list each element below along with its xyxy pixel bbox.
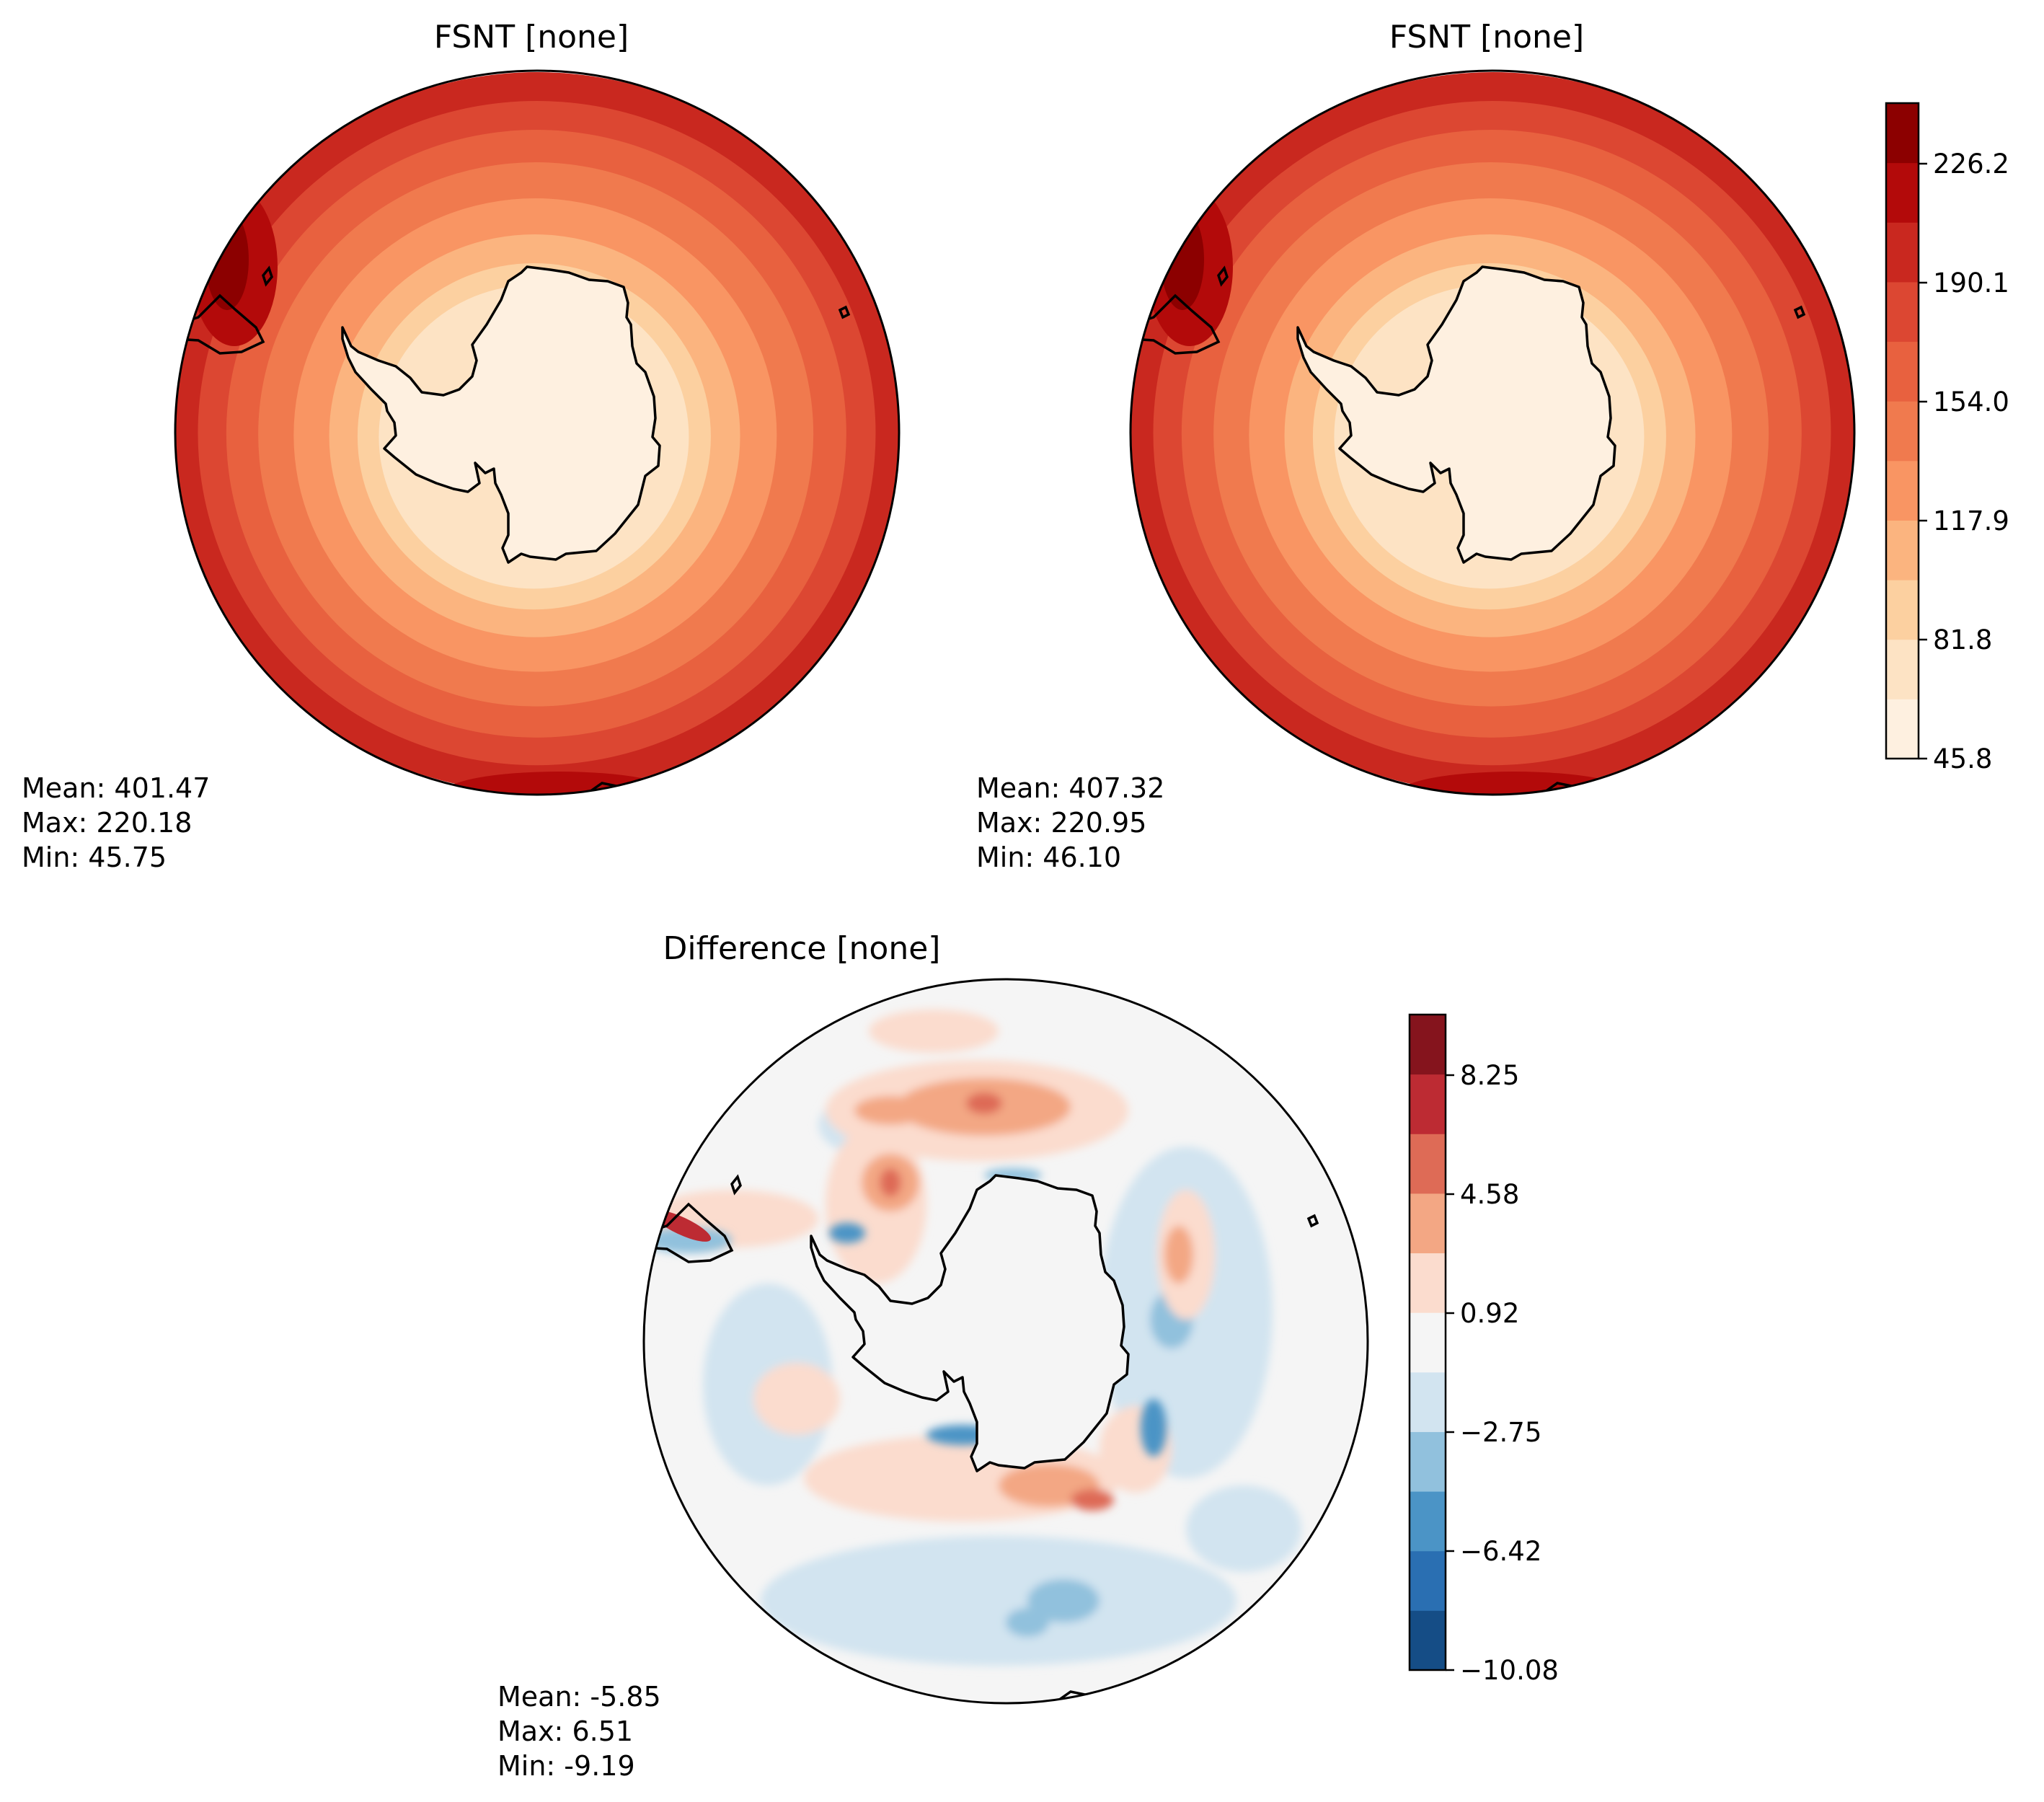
- antarctica-outline: [810, 1174, 1130, 1472]
- colorbar-band: [1886, 341, 1919, 402]
- colorbar-band: [1886, 580, 1919, 640]
- colorbar-band: [1410, 1015, 1446, 1075]
- stats-block: Mean: -5.85 Max: 6.51 Min: -9.19: [497, 1681, 661, 1782]
- contour-band: [761, 1536, 1236, 1666]
- colorbar-tick-label: 190.1: [1933, 268, 2009, 299]
- colorbar-frame: [1408, 1013, 1447, 1671]
- map-boundary: [642, 978, 1369, 1705]
- colorbar-tick-label: 226.2: [1933, 149, 2009, 180]
- colorbar-band: [1886, 103, 1919, 164]
- colorbar-band: [1410, 1491, 1446, 1552]
- colorbar-tick-label: 154.0: [1933, 387, 2009, 418]
- colorbar-tick-label: 45.8: [1933, 743, 1992, 774]
- colorbar-tick-label: 4.58: [1460, 1179, 1519, 1210]
- contour-band: [880, 1168, 901, 1197]
- map-panel-test: FSNT [none] Mean: 401.47 Max: 220.18 Min…: [22, 19, 901, 873]
- map-panel-difference: Difference [none] Mean: -5.85 Max: 6.51 …: [497, 930, 1369, 1782]
- colorbar-tick-label: 117.9: [1933, 505, 2009, 536]
- contour-band: [1186, 1485, 1301, 1572]
- colorbar-band: [1410, 1134, 1446, 1194]
- colorbar-band: [1410, 1312, 1446, 1373]
- contour-band: [829, 1223, 865, 1243]
- map-panel-ref: FSNT [none] Mean: 407.32 Max: 220.95 Min…: [976, 19, 1856, 873]
- stat-max: Max: 6.51: [497, 1715, 633, 1747]
- contour-band: [1006, 1608, 1049, 1637]
- colorbar-band: [1410, 1253, 1446, 1313]
- colorbar-band: [1886, 401, 1919, 461]
- colorbar-band: [1410, 1610, 1446, 1671]
- colorbar-band: [1886, 460, 1919, 521]
- colorbar-difference: −10.08 −6.42 −2.75 0.92 4.58 8.25: [1408, 1013, 1559, 1686]
- colorbar-frame: [1885, 102, 1920, 760]
- panel-title: FSNT [none]: [1389, 19, 1584, 56]
- antarctica-outline: [341, 265, 661, 564]
- contour-band: [966, 1092, 1002, 1114]
- map-boundary: [174, 69, 901, 796]
- map-fill: [175, 72, 899, 795]
- antarctica-outline: [1296, 265, 1616, 564]
- colorbar-tick-label: 8.25: [1460, 1060, 1519, 1091]
- contour-band: [1141, 1399, 1167, 1457]
- contour-band: [1027, 1579, 1100, 1622]
- colorbar-band: [1886, 699, 1919, 759]
- map-boundary: [1129, 69, 1856, 796]
- colorbar-fsnt: 45.8 81.8 117.9 154.0 190.1 226.2: [1885, 102, 2009, 774]
- contour-band: [645, 1227, 732, 1253]
- stat-min: Min: 46.10: [976, 842, 1121, 873]
- south-america-outline: [175, 293, 265, 355]
- stats-block: Mean: 401.47 Max: 220.18 Min: 45.75: [22, 772, 210, 873]
- colorbar-bands: [1410, 1015, 1446, 1671]
- colorbar-band: [1886, 222, 1919, 283]
- stat-mean: Mean: -5.85: [497, 1681, 661, 1713]
- south-america-outline: [1131, 293, 1221, 355]
- colorbar-band: [1886, 520, 1919, 580]
- stat-min: Min: -9.19: [497, 1750, 635, 1782]
- colorbar-band: [1410, 1193, 1446, 1254]
- colorbar-band: [1410, 1074, 1446, 1134]
- stat-min: Min: 45.75: [22, 842, 167, 873]
- colorbar-ticks: 45.8 81.8 117.9 154.0 190.1 226.2: [1919, 149, 2009, 774]
- stat-mean: Mean: 407.32: [976, 772, 1164, 804]
- south-america-outline: [644, 1202, 734, 1263]
- contour-band: [1164, 1226, 1193, 1284]
- colorbar-tick-label: 0.92: [1460, 1298, 1519, 1329]
- map-fill: [644, 979, 1368, 1703]
- panel-title: Difference [none]: [663, 930, 941, 967]
- colorbar-band: [1410, 1550, 1446, 1611]
- contour-band: [753, 1363, 840, 1435]
- colorbar-band: [1886, 281, 1919, 343]
- colorbar-tick-label: −2.75: [1460, 1417, 1541, 1448]
- contour-band: [1071, 1489, 1114, 1511]
- colorbar-band: [1410, 1372, 1446, 1432]
- stat-max: Max: 220.18: [22, 807, 192, 839]
- colorbar-band: [1410, 1431, 1446, 1492]
- contour-band: [854, 1096, 926, 1125]
- colorbar-tick-label: −10.08: [1460, 1655, 1559, 1686]
- colorbar-band: [1886, 639, 1919, 699]
- colorbar-band: [1886, 162, 1919, 223]
- map-fill: [1131, 72, 1854, 795]
- colorbar-ticks: −10.08 −6.42 −2.75 0.92 4.58 8.25: [1446, 1060, 1559, 1686]
- colorbar-tick-label: 81.8: [1933, 624, 1992, 655]
- contour-band: [869, 1010, 999, 1053]
- panel-title: FSNT [none]: [434, 19, 629, 56]
- colorbar-tick-label: −6.42: [1460, 1536, 1541, 1567]
- stat-mean: Mean: 401.47: [22, 772, 210, 804]
- colorbar-bands: [1886, 103, 1919, 759]
- stats-block: Mean: 407.32 Max: 220.95 Min: 46.10: [976, 772, 1164, 873]
- stat-max: Max: 220.95: [976, 807, 1146, 839]
